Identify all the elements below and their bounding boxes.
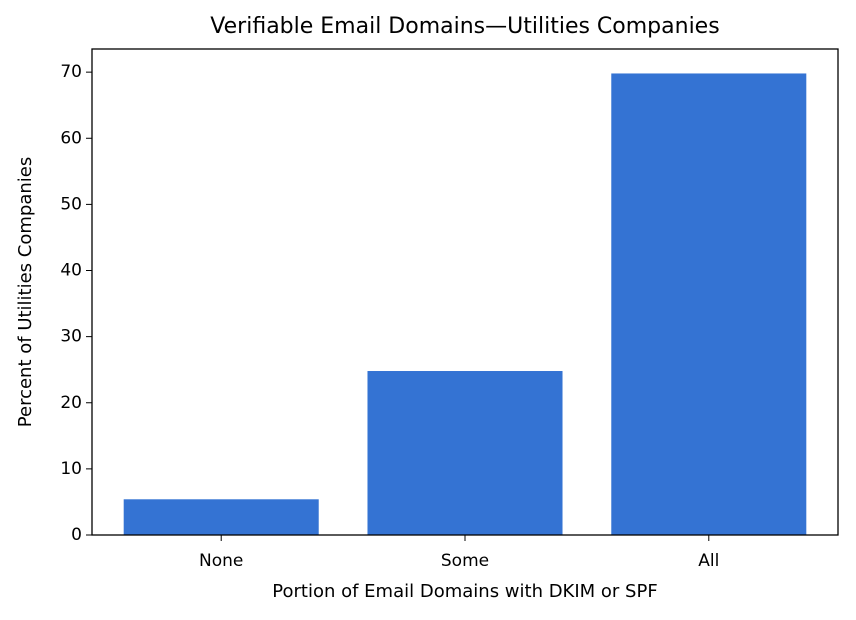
bar (611, 73, 807, 536)
x-tick-label: None (199, 551, 243, 571)
y-tick-label: 20 (60, 393, 82, 413)
y-tick-label: 10 (60, 459, 82, 479)
plot-frame (91, 48, 839, 536)
x-axis-label: Portion of Email Domains with DKIM or SP… (272, 581, 657, 602)
y-tick-label: 60 (60, 128, 82, 148)
bar (367, 371, 563, 535)
y-axis-label: Percent of Utilities Companies (15, 157, 36, 427)
y-tick-label: 0 (71, 525, 82, 545)
bar (123, 499, 319, 535)
y-tick-label: 70 (60, 62, 82, 82)
x-tick-label: Some (441, 551, 489, 571)
x-tick-label: All (698, 551, 719, 571)
chart-title: Verifiable Email Domains—Utilities Compa… (210, 14, 719, 39)
y-tick-label: 40 (60, 261, 82, 281)
y-tick-label: 30 (60, 327, 82, 347)
y-tick-label: 50 (60, 194, 82, 214)
